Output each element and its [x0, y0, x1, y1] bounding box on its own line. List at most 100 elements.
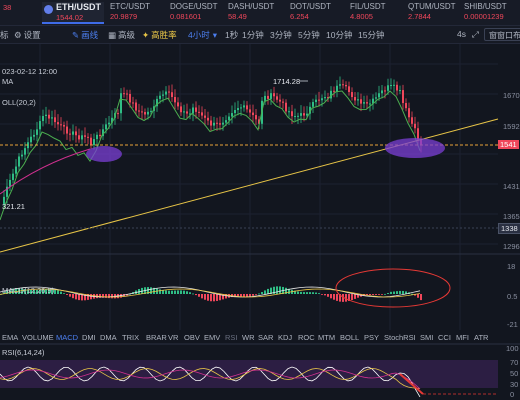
interval-5m[interactable]: 5分钟: [298, 30, 320, 40]
candle-body: [327, 97, 329, 99]
interval-10m[interactable]: 10分钟: [326, 30, 353, 40]
ticker-price: 2.7844: [408, 12, 431, 21]
macd-axis-label: 0.5: [507, 292, 518, 301]
indicator-tab-obv[interactable]: OBV: [184, 333, 200, 342]
chart-type-button[interactable]: 标: [0, 30, 9, 40]
ticker-item[interactable]: QTUM/USDT 2.7844: [408, 2, 464, 24]
macd-bar: [186, 291, 188, 294]
macd-bar: [9, 289, 11, 294]
macd-bar: [210, 294, 212, 302]
rsi-line: [0, 369, 421, 390]
chart-canvas[interactable]: [0, 44, 520, 400]
draw-line-button[interactable]: ✎ 画线: [72, 29, 98, 41]
candle-body: [294, 116, 296, 118]
chart-area[interactable]: 023-02-12 12:00 MA OLL(20,2) 1714.28 321…: [0, 44, 520, 400]
macd-bar: [318, 293, 320, 294]
candle-body: [105, 124, 107, 130]
ticker-item[interactable]: SHIB/USDT 0.00001239: [464, 2, 520, 24]
candle-body: [309, 106, 311, 114]
candle-body: [81, 135, 83, 140]
high-win-rate-button[interactable]: ✦ 高胜率: [142, 29, 177, 41]
candle-body: [288, 111, 290, 113]
indicator-tab-smi[interactable]: SMI: [420, 333, 434, 342]
ma-label: MA: [2, 77, 14, 86]
macd-bar: [321, 294, 323, 295]
interval-1s[interactable]: 1秒: [225, 30, 239, 40]
indicator-tab-mtm[interactable]: MTM: [318, 333, 336, 342]
indicator-tab-cci[interactable]: CCI: [438, 333, 451, 342]
ticker-item[interactable]: FIL/USDT 4.8005: [350, 2, 402, 24]
candle-body: [39, 121, 41, 130]
macd-bar: [411, 293, 413, 295]
indicator-tab-wr[interactable]: WR: [242, 333, 255, 342]
candle-body: [222, 122, 224, 125]
indicator-tab-rsi[interactable]: RSI: [225, 333, 238, 342]
macd-bar: [81, 294, 83, 301]
interval-1m[interactable]: 1分钟: [242, 30, 264, 40]
candle-body: [51, 117, 53, 119]
indicator-tab-vr[interactable]: VR: [168, 333, 179, 342]
indicator-tab-sar[interactable]: SAR: [258, 333, 274, 342]
macd-bar: [189, 292, 191, 294]
candle-body: [270, 93, 272, 99]
pencil-icon: ✎: [72, 30, 80, 40]
indicator-tab-atr[interactable]: ATR: [474, 333, 489, 342]
candle-body: [108, 122, 110, 125]
indicator-tab-dma[interactable]: DMA: [100, 333, 117, 342]
interval-15m[interactable]: 15分钟: [358, 30, 385, 40]
expand-icon[interactable]: ⤢: [472, 29, 479, 39]
indicator-tab-emv[interactable]: EMV: [204, 333, 221, 342]
ticker-item[interactable]: DOGE/USDT 0.081601: [170, 2, 228, 24]
indicator-tab-trix[interactable]: TRIX: [122, 333, 140, 342]
candle-body: [156, 98, 158, 107]
candle-body: [15, 166, 17, 174]
macd-bar: [414, 294, 416, 296]
macd-bar: [348, 294, 350, 302]
macd-bar: [174, 290, 176, 294]
candle-body: [384, 90, 386, 92]
interval-3m[interactable]: 3分钟: [270, 30, 292, 40]
ticker-item[interactable]: DASH/USDT 58.49: [228, 2, 286, 24]
indicator-tab-ema[interactable]: EMA: [2, 333, 19, 342]
macd-bar: [357, 294, 359, 298]
indicator-tab-macd[interactable]: MACD: [56, 333, 79, 342]
candle-body: [273, 93, 275, 97]
macd-bar: [51, 288, 53, 294]
indicator-tab-stochrsi[interactable]: StochRSI: [384, 333, 416, 342]
layout-button[interactable]: 窗窗口布局: [484, 28, 520, 41]
candle-body: [354, 97, 356, 101]
ticker-symbol: DOT/USDT: [290, 2, 331, 11]
candle-body: [69, 133, 71, 135]
indicator-tab-volume[interactable]: VOLUME: [22, 333, 54, 342]
ticker-item[interactable]: ETC/USDT 20.9879: [110, 2, 166, 24]
ticker-symbol: FIL/USDT: [350, 2, 386, 11]
interval-selector[interactable]: 4小时 ▾: [188, 29, 219, 41]
advanced-button[interactable]: ▦ 高级: [108, 29, 135, 41]
ticker-item[interactable]: 38: [0, 2, 30, 24]
ticker-item-active[interactable]: ETH/USDT 1544.02: [42, 2, 104, 24]
indicator-tab-roc[interactable]: ROC: [298, 333, 315, 342]
candle-body: [246, 105, 248, 110]
ticker-item[interactable]: DOT/USDT 6.254: [290, 2, 346, 24]
candle-body: [348, 86, 350, 93]
indicator-tab-boll[interactable]: BOLL: [340, 333, 360, 342]
macd-label: MACD(12,26,9): [2, 286, 55, 295]
macd-bar: [54, 289, 56, 294]
indicator-tab-mfi[interactable]: MFI: [456, 333, 469, 342]
macd-bar: [288, 288, 290, 294]
candle-body: [396, 84, 398, 91]
macd-bar: [195, 294, 197, 296]
indicator-tab-psy[interactable]: PSY: [364, 333, 380, 342]
macd-bar: [36, 289, 38, 294]
ticker-price: 58.49: [228, 12, 247, 21]
candle-body: [372, 98, 374, 104]
candle-body: [282, 101, 284, 103]
interval-4s[interactable]: 4s: [457, 29, 466, 39]
advanced-label: 高级: [118, 30, 136, 40]
indicator-tab-brar[interactable]: BRAR: [146, 333, 167, 342]
macd-axis-label: -21: [507, 320, 518, 329]
settings-button[interactable]: ⚙ 设置: [14, 29, 41, 41]
indicator-tab-kdj[interactable]: KDJ: [278, 333, 293, 342]
indicator-tab-dmi[interactable]: DMI: [82, 333, 96, 342]
candle-body: [234, 110, 236, 114]
